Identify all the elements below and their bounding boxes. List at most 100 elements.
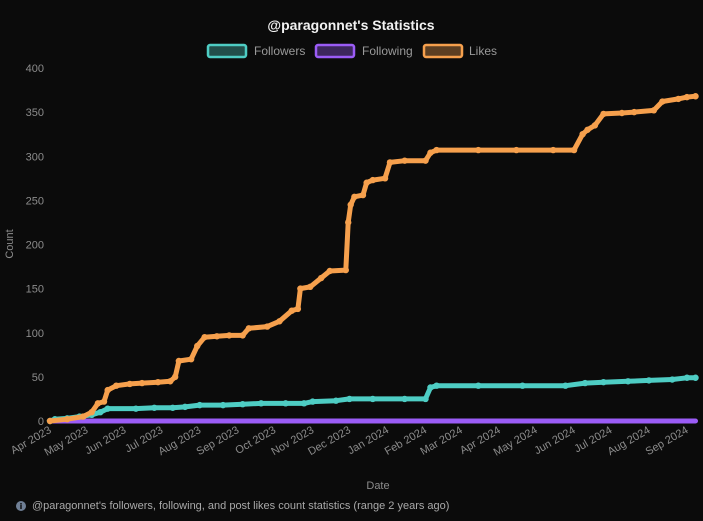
y-tick-label: 300 [26, 151, 44, 163]
data-point-likes [386, 159, 394, 166]
data-point-likes [570, 146, 578, 154]
legend-swatch [314, 43, 356, 59]
legend-item-likes[interactable]: Likes [422, 43, 497, 59]
data-point-followers [196, 401, 203, 409]
data-point-likes [88, 408, 95, 416]
y-tick-label: 100 [26, 328, 44, 340]
y-tick-label: 0 [38, 416, 44, 428]
data-point-followers [581, 379, 589, 387]
x-tick-label: Sep 2023 [194, 424, 241, 458]
data-point-followers [692, 374, 699, 381]
data-point-likes [401, 157, 408, 164]
y-tick-label: 200 [26, 240, 44, 252]
data-point-followers [239, 401, 246, 408]
footer-text: @paragonnet's followers, following, and … [32, 500, 450, 512]
legend-item-followers[interactable]: Followers [206, 43, 305, 59]
data-point-likes [650, 107, 658, 114]
data-point-likes [675, 95, 682, 103]
data-point-likes [342, 266, 349, 274]
data-point-likes [213, 333, 221, 340]
x-axis-label: Date [366, 480, 389, 492]
data-point-likes [113, 382, 120, 389]
data-point-followers [219, 401, 227, 409]
y-tick-label: 150 [26, 284, 44, 296]
data-point-followers [132, 405, 140, 412]
chart-legend: Followers Following Likes [206, 43, 497, 59]
y-tick-label: 50 [32, 372, 44, 384]
data-point-likes [167, 378, 174, 385]
data-point-likes [171, 373, 179, 381]
x-tick-label: Jun 2024 [532, 424, 577, 457]
series-likes [46, 93, 699, 425]
data-point-followers [346, 395, 353, 403]
data-point-followers [669, 376, 676, 383]
y-axis-label: Count [4, 229, 16, 258]
data-point-followers [332, 397, 340, 404]
data-point-followers [401, 395, 408, 403]
x-tick-label: Jun 2023 [83, 424, 128, 457]
data-point-likes [138, 379, 146, 387]
data-point-likes [175, 357, 183, 365]
data-point-likes [201, 333, 208, 341]
data-point-likes [692, 93, 699, 100]
data-point-likes [245, 325, 253, 332]
data-point-likes [100, 398, 108, 405]
data-point-followers [519, 382, 526, 389]
data-point-likes [584, 126, 591, 133]
data-point-followers [683, 374, 691, 381]
series-line-likes [47, 93, 698, 424]
data-point-likes [630, 108, 638, 116]
data-point-likes [513, 146, 520, 154]
plot-area [46, 93, 699, 425]
data-point-likes [422, 157, 429, 164]
y-tick-label: 250 [26, 195, 44, 207]
data-point-likes [94, 400, 102, 407]
legend-swatch [422, 43, 464, 59]
data-point-likes [104, 386, 111, 394]
data-point-likes [347, 201, 354, 208]
data-point-likes [549, 146, 557, 154]
data-point-followers [645, 377, 653, 384]
data-point-followers [181, 403, 189, 411]
legend-label: Likes [469, 44, 497, 58]
data-point-likes [225, 332, 233, 339]
data-point-likes [264, 323, 271, 330]
data-point-followers [282, 400, 289, 407]
x-tick-label: Aug 2023 [156, 424, 203, 458]
info-icon: i [16, 501, 26, 511]
data-point-followers [369, 395, 376, 403]
data-point-likes [126, 380, 133, 388]
data-point-followers [562, 382, 569, 389]
data-point-likes [579, 130, 586, 138]
legend-label: Following [362, 44, 413, 58]
chart-title: @paragonnet's Statistics [267, 17, 434, 33]
legend-swatch [206, 43, 248, 59]
data-point-followers [104, 405, 111, 412]
data-point-followers [151, 404, 158, 411]
data-point-likes [475, 146, 482, 154]
data-point-likes [359, 191, 367, 199]
data-point-followers [257, 400, 265, 407]
data-point-likes [351, 193, 358, 201]
data-point-likes [288, 307, 295, 314]
legend-item-following[interactable]: Following [314, 43, 413, 59]
legend-label: Followers [254, 44, 305, 58]
data-point-likes [294, 305, 302, 313]
data-point-likes [276, 318, 283, 325]
data-point-likes [591, 122, 599, 129]
y-axis: 0 50 100 150 200 250 300 350 400 [26, 63, 698, 428]
data-point-followers [300, 400, 308, 407]
data-point-likes [363, 179, 370, 186]
data-point-likes [326, 267, 334, 275]
data-point-likes [427, 149, 434, 156]
data-point-likes [297, 285, 304, 292]
data-point-likes [618, 109, 626, 117]
data-point-likes [683, 93, 691, 101]
data-point-likes [187, 356, 195, 363]
data-point-likes [79, 413, 87, 420]
data-point-likes [239, 332, 246, 339]
data-point-followers [600, 378, 607, 386]
data-point-followers [624, 378, 632, 385]
